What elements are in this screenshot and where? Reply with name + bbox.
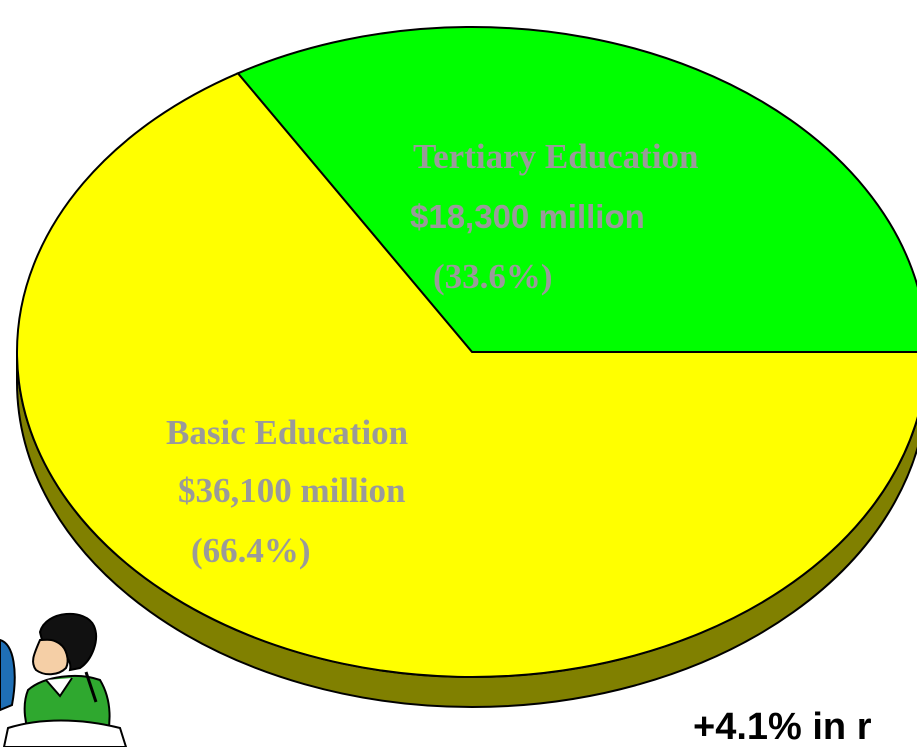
tertiary-percent: (33.6%) xyxy=(433,257,553,296)
growth-annotation: +4.1% in r xyxy=(693,706,872,748)
pie-slice-tertiary xyxy=(236,26,917,353)
students-clipart-icon xyxy=(0,613,128,747)
pie-slice-basic xyxy=(16,72,917,678)
basic-label: Basic Education xyxy=(166,413,409,452)
basic-amount: $36,100 million xyxy=(178,471,406,510)
basic-percent: (66.4%) xyxy=(191,531,311,570)
tertiary-label: Tertiary Education xyxy=(413,137,699,176)
tertiary-amount: $18,300 million xyxy=(410,198,645,235)
